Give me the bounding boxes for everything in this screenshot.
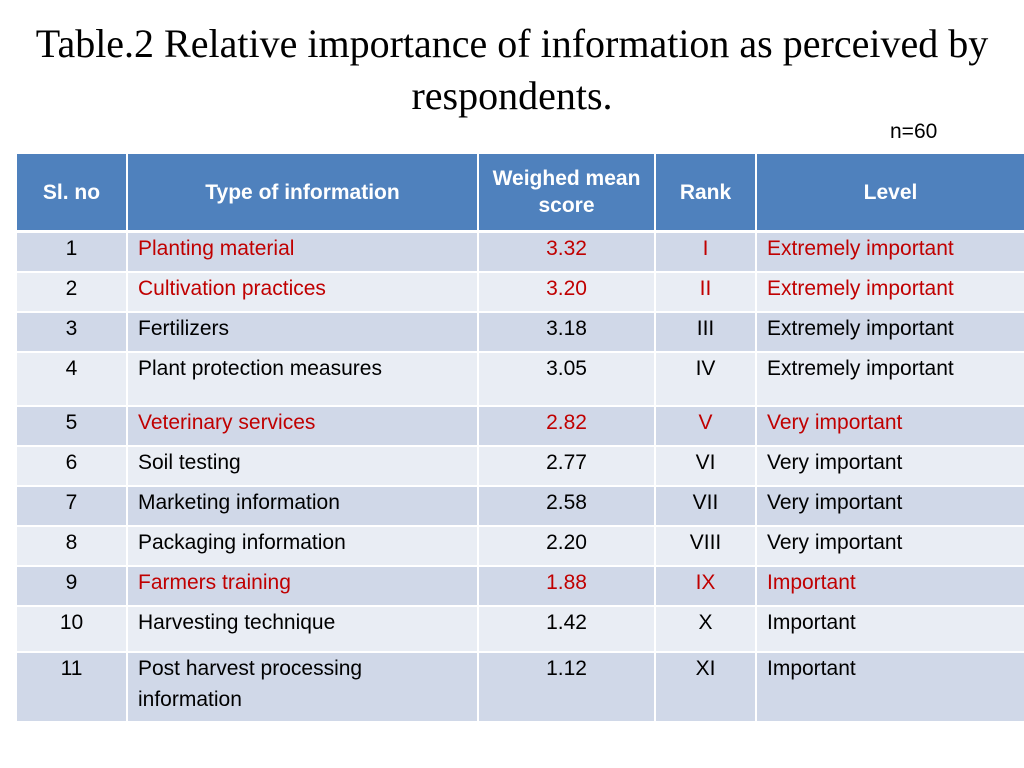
cell-type: Fertilizers	[127, 311, 479, 353]
cell-level: Extremely important	[756, 311, 1024, 353]
cell-rank: IX	[655, 565, 757, 607]
cell-score: 1.42	[478, 605, 656, 653]
header-level: Level	[756, 154, 1024, 233]
cell-score: 2.82	[478, 405, 656, 447]
cell-sl-no: 10	[17, 605, 128, 653]
cell-score: 3.05	[478, 351, 656, 407]
cell-type: Farmers training	[127, 565, 479, 607]
cell-level: Very important	[756, 405, 1024, 447]
table-row: 6 Soil testing 2.77 VI Very important	[17, 445, 1024, 487]
sample-size-label: n=60	[890, 120, 938, 143]
table-row: 11 Post harvest processing information 1.1…	[17, 651, 1024, 723]
table-row: 10 Harvesting technique 1.42 X Important	[17, 605, 1024, 653]
cell-rank: II	[655, 271, 757, 313]
header-weighed-mean-score: Weighed mean score	[478, 154, 656, 233]
cell-sl-no: 1	[17, 231, 128, 273]
cell-sl-no: 11	[17, 651, 128, 723]
header-rank: Rank	[655, 154, 757, 233]
cell-rank: V	[655, 405, 757, 447]
cell-type: Packaging information	[127, 525, 479, 567]
cell-type: Planting material	[127, 231, 479, 273]
cell-type: Marketing information	[127, 485, 479, 527]
table-row: 8 Packaging information 2.20 VIII Very impor…	[17, 525, 1024, 567]
header-sl-no: Sl. no	[17, 154, 128, 233]
cell-sl-no: 5	[17, 405, 128, 447]
cell-type: Plant protection measures	[127, 351, 479, 407]
cell-rank: IV	[655, 351, 757, 407]
table-row: 2 Cultivation practices 3.20 II Extremely im…	[17, 271, 1024, 313]
cell-score: 3.20	[478, 271, 656, 313]
cell-rank: III	[655, 311, 757, 353]
table-row: 4 Plant protection measures 3.05 IV Extremel…	[17, 351, 1024, 407]
cell-score: 3.32	[478, 231, 656, 273]
cell-sl-no: 6	[17, 445, 128, 487]
cell-score: 1.88	[478, 565, 656, 607]
cell-score: 2.20	[478, 525, 656, 567]
table-row: 3 Fertilizers 3.18 III Extremely important	[17, 311, 1024, 353]
cell-type: Harvesting technique	[127, 605, 479, 653]
cell-score: 3.18	[478, 311, 656, 353]
cell-level: Important	[756, 651, 1024, 723]
cell-sl-no: 8	[17, 525, 128, 567]
cell-sl-no: 4	[17, 351, 128, 407]
cell-score: 2.77	[478, 445, 656, 487]
cell-level: Important	[756, 605, 1024, 653]
cell-sl-no: 3	[17, 311, 128, 353]
cell-level: Very important	[756, 525, 1024, 567]
cell-rank: I	[655, 231, 757, 273]
cell-level: Very important	[756, 445, 1024, 487]
cell-sl-no: 9	[17, 565, 128, 607]
cell-sl-no: 7	[17, 485, 128, 527]
cell-type: Cultivation practices	[127, 271, 479, 313]
cell-rank: X	[655, 605, 757, 653]
importance-table: Sl. no Type of information Weighed mean …	[17, 154, 1024, 723]
cell-type: Post harvest processing information	[127, 651, 479, 723]
cell-score: 1.12	[478, 651, 656, 723]
cell-type: Veterinary services	[127, 405, 479, 447]
table-body: 1 Planting material 3.32 I Extremely importa…	[17, 231, 1024, 723]
table-row: 1 Planting material 3.32 I Extremely importa…	[17, 231, 1024, 273]
cell-level: Extremely important	[756, 231, 1024, 273]
cell-type: Soil testing	[127, 445, 479, 487]
cell-rank: VI	[655, 445, 757, 487]
cell-rank: VIII	[655, 525, 757, 567]
cell-level: Extremely important	[756, 271, 1024, 313]
cell-rank: VII	[655, 485, 757, 527]
cell-sl-no: 2	[17, 271, 128, 313]
cell-rank: XI	[655, 651, 757, 723]
header-type-of-information: Type of information	[127, 154, 479, 233]
table-row: 7 Marketing information 2.58 VII Very import…	[17, 485, 1024, 527]
cell-level: Extremely important	[756, 351, 1024, 407]
table-row: 5 Veterinary services 2.82 V Very important	[17, 405, 1024, 447]
table-title: Table.2 Relative importance of informati…	[35, 21, 989, 118]
cell-level: Important	[756, 565, 1024, 607]
cell-score: 2.58	[478, 485, 656, 527]
table-row: 9 Farmers training 1.88 IX Important	[17, 565, 1024, 607]
cell-level: Very important	[756, 485, 1024, 527]
header-row: Sl. no Type of information Weighed mean …	[17, 154, 1024, 233]
